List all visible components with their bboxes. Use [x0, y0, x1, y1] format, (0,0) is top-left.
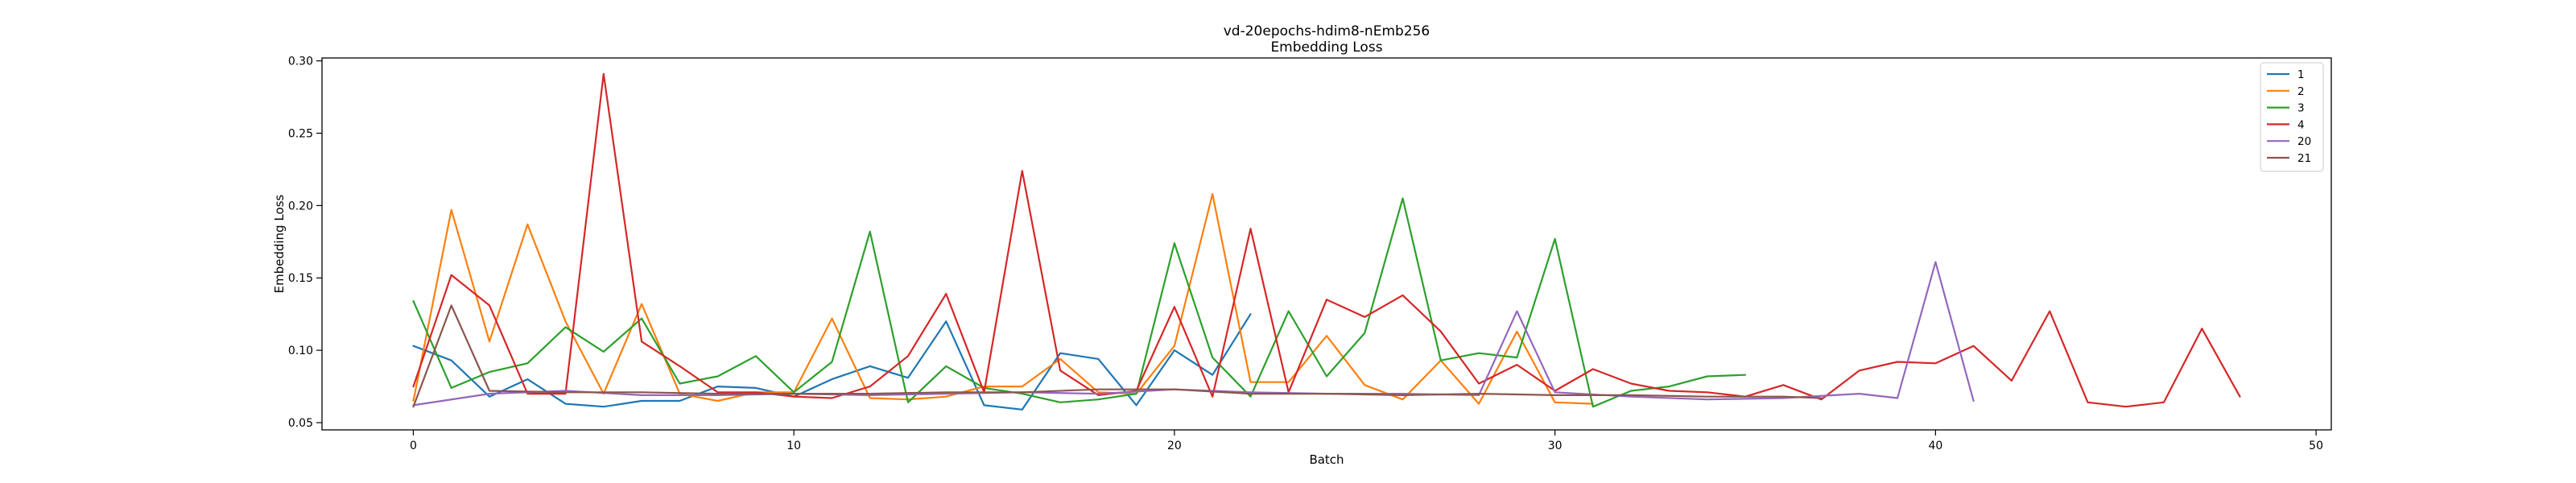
- y-tick-label: 0.05: [288, 417, 313, 430]
- legend-label-21: 21: [2297, 152, 2311, 165]
- chart-title: vd-20epochs-hdim8-nEmb256: [1224, 23, 1430, 39]
- x-tick-label: 0: [410, 440, 417, 452]
- series-line-1: [412, 313, 1252, 411]
- chart-subtitle: Embedding Loss: [1270, 39, 1382, 56]
- x-tick-label: 20: [1167, 440, 1182, 452]
- x-tick-label: 30: [1548, 440, 1563, 452]
- y-tick-label: 0.10: [288, 345, 313, 357]
- series-line-4: [412, 72, 2241, 408]
- legend-label-20: 20: [2297, 135, 2311, 148]
- y-tick-label: 0.20: [288, 200, 313, 213]
- series-layer: [412, 72, 2241, 411]
- plot-area: [321, 57, 2332, 431]
- x-tick-label: 10: [786, 440, 801, 452]
- x-axis: 0 10 20 30 40 50: [410, 430, 2323, 452]
- series-line-21: [412, 304, 1823, 408]
- x-tick-label: 50: [2309, 440, 2323, 452]
- axes-frame: [321, 57, 2332, 431]
- y-axis: 0.05 0.10 0.15 0.20 0.25 0.30: [288, 56, 322, 430]
- legend-label-4: 4: [2297, 118, 2305, 131]
- legend-frame: [2260, 62, 2324, 172]
- legend: 1 2 3 4 20 21: [2260, 62, 2324, 172]
- series-line-2: [412, 192, 1595, 405]
- legend-label-3: 3: [2297, 102, 2305, 115]
- y-tick-label: 0.25: [288, 127, 313, 140]
- legend-label-1: 1: [2297, 68, 2305, 81]
- y-axis-label: Embedding Loss: [272, 194, 287, 293]
- x-tick-label: 40: [1928, 440, 1942, 452]
- y-tick-label: 0.15: [288, 272, 313, 285]
- y-tick-label: 0.30: [288, 56, 313, 68]
- x-axis-label: Batch: [1309, 452, 1344, 467]
- series-line-3: [412, 197, 1747, 408]
- legend-label-2: 2: [2297, 85, 2305, 98]
